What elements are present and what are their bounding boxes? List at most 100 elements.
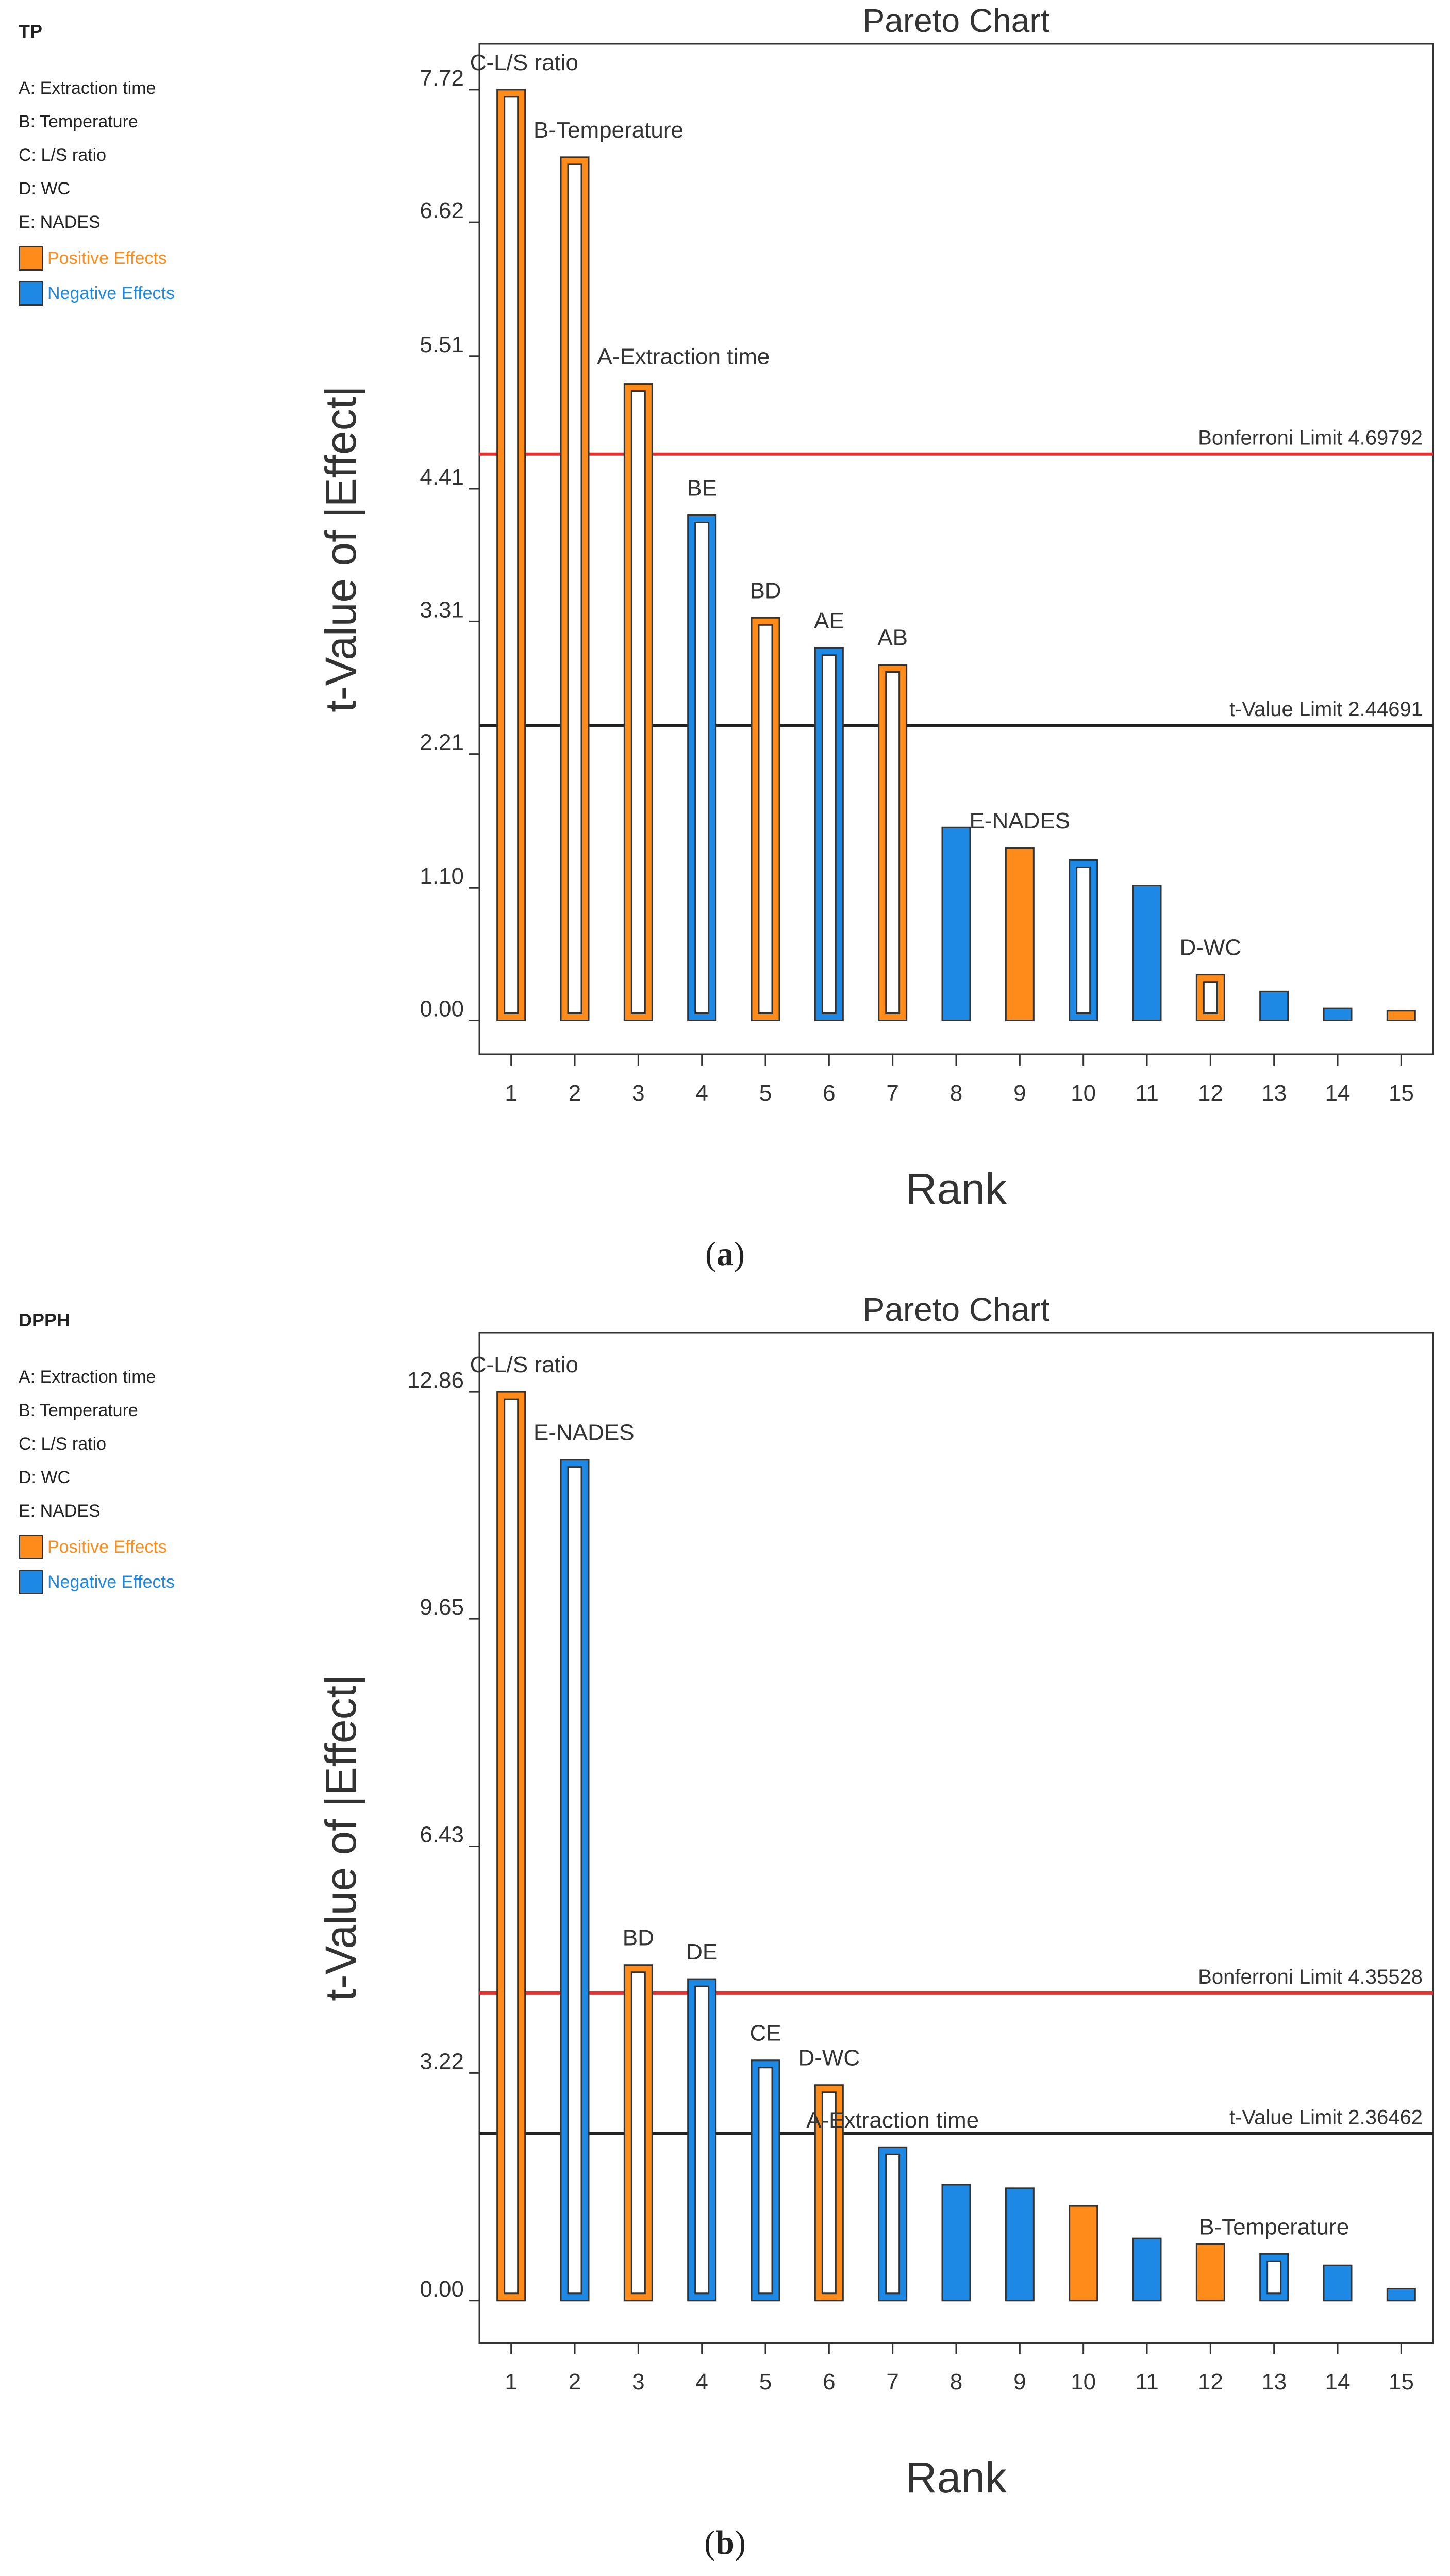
bar-hollow-core bbox=[630, 1971, 646, 2295]
bar-hollow-core bbox=[885, 671, 901, 1015]
x-tick-label: 2 bbox=[569, 1081, 581, 1106]
x-tick-label: 5 bbox=[759, 2369, 772, 2395]
bar-label: CE bbox=[749, 2021, 781, 2046]
y-tick-label: 12.86 bbox=[407, 1368, 464, 1393]
caption-letter: b bbox=[715, 2524, 735, 2562]
caption-close-paren: ) bbox=[734, 1235, 745, 1273]
bar-label: AB bbox=[877, 625, 908, 651]
legend-positive-label: Positive Effects bbox=[47, 248, 167, 268]
bar-hollow-core bbox=[694, 522, 710, 1015]
y-tick-label: 6.43 bbox=[420, 1822, 464, 1847]
legend-response-title: DPPH bbox=[19, 1309, 71, 1331]
negative-swatch-icon bbox=[19, 1570, 43, 1594]
bar-label: B-Temperature bbox=[534, 118, 684, 143]
x-tick-label: 10 bbox=[1071, 1081, 1096, 1106]
legend-factor-c: C: L/S ratio bbox=[19, 145, 107, 165]
bar-hollow-core bbox=[758, 2067, 773, 2295]
bar bbox=[1132, 2237, 1162, 2302]
y-tick-label: 3.22 bbox=[420, 2049, 464, 2074]
bar bbox=[1132, 885, 1162, 1022]
legend-positive-entry: Positive Effects bbox=[19, 1535, 328, 1559]
bar-label: E-NADES bbox=[534, 1420, 635, 1445]
y-tick-label: 0.00 bbox=[420, 2276, 464, 2302]
x-tick-label: 2 bbox=[569, 2369, 581, 2395]
bar-label: C-L/S ratio bbox=[470, 50, 578, 75]
pareto-panel-a: TP A: Extraction time B: Temperature C: … bbox=[19, 2, 1434, 1273]
bonferroni-limit-label: Bonferroni Limit 4.69792 bbox=[1198, 427, 1423, 450]
negative-swatch-icon bbox=[19, 281, 43, 306]
y-tick-label: 6.62 bbox=[420, 198, 464, 223]
t-value-limit-label: t-Value Limit 2.36462 bbox=[1229, 2106, 1423, 2129]
y-tick-label: 7.72 bbox=[420, 65, 464, 91]
bar-label: D-WC bbox=[1179, 935, 1241, 960]
x-tick-label: 13 bbox=[1261, 1081, 1287, 1106]
x-tick-label: 11 bbox=[1135, 2369, 1159, 2395]
legend-factor-d: D: WC bbox=[19, 1468, 71, 1487]
bar bbox=[1259, 990, 1289, 1022]
x-tick-label: 13 bbox=[1261, 2369, 1287, 2395]
caption-open-paren: ( bbox=[704, 2524, 716, 2562]
x-tick-label: 5 bbox=[759, 1081, 772, 1106]
x-tick-label: 4 bbox=[695, 2369, 708, 2395]
legend-factor-c: C: L/S ratio bbox=[19, 1434, 107, 1454]
x-tick-label: 14 bbox=[1325, 1081, 1351, 1106]
x-tick-label: 6 bbox=[823, 1081, 835, 1106]
caption-b: (b) bbox=[0, 2523, 1450, 2563]
bar-label: BD bbox=[749, 578, 781, 603]
x-tick-label: 7 bbox=[886, 1081, 898, 1106]
chart-title: Pareto Chart bbox=[863, 1291, 1050, 1328]
y-axis-label: t-Value of |Effect| bbox=[316, 386, 365, 712]
bar-hollow-core bbox=[504, 96, 519, 1015]
x-tick-label: 1 bbox=[505, 2369, 517, 2395]
legend-factor-b: B: Temperature bbox=[19, 1401, 138, 1420]
x-tick-label: 15 bbox=[1389, 2369, 1414, 2395]
legend-a: TP A: Extraction time B: Temperature C: … bbox=[19, 21, 328, 316]
y-tick-label: 0.00 bbox=[420, 996, 464, 1022]
bar-hollow-core bbox=[885, 2153, 901, 2295]
legend-response-title: TP bbox=[19, 21, 43, 42]
bar bbox=[1323, 1007, 1353, 1022]
legend-factor-e: E: NADES bbox=[19, 1501, 101, 1521]
x-tick-label: 12 bbox=[1198, 2369, 1223, 2395]
bar-label: DE bbox=[686, 1939, 718, 1965]
bar bbox=[1195, 2243, 1225, 2302]
bar-label: A-Extraction time bbox=[597, 344, 770, 370]
caption-letter: a bbox=[716, 1235, 734, 1273]
bar-hollow-core bbox=[758, 624, 773, 1015]
bar-label: BD bbox=[623, 1925, 654, 1951]
y-tick-label: 1.10 bbox=[420, 863, 464, 889]
x-tick-label: 6 bbox=[823, 2369, 835, 2395]
x-axis-label: Rank bbox=[906, 2453, 1007, 2502]
legend-factor-b: B: Temperature bbox=[19, 112, 138, 131]
legend-negative-label: Negative Effects bbox=[47, 1572, 175, 1592]
bar-label: A-Extraction time bbox=[806, 2107, 979, 2133]
legend-factor-d: D: WC bbox=[19, 179, 71, 198]
bar-label: C-L/S ratio bbox=[470, 1352, 578, 1377]
t-value-limit-label: t-Value Limit 2.44691 bbox=[1229, 698, 1423, 721]
x-tick-label: 4 bbox=[695, 1081, 708, 1106]
x-tick-label: 8 bbox=[950, 2369, 962, 2395]
bar-label: E-NADES bbox=[970, 808, 1071, 834]
y-tick-label: 2.21 bbox=[420, 730, 464, 755]
bar-hollow-core bbox=[694, 1985, 710, 2295]
y-tick-label: 5.51 bbox=[420, 332, 464, 357]
legend-factor-a: A: Extraction time bbox=[19, 1367, 156, 1387]
x-tick-label: 3 bbox=[632, 1081, 644, 1106]
x-tick-label: 14 bbox=[1325, 2369, 1351, 2395]
bar-hollow-core bbox=[1076, 866, 1091, 1015]
y-axis-label: t-Value of |Effect| bbox=[316, 1674, 365, 2001]
legend-negative-label: Negative Effects bbox=[47, 283, 175, 303]
x-tick-label: 10 bbox=[1071, 2369, 1096, 2395]
x-tick-label: 9 bbox=[1013, 1081, 1026, 1106]
positive-swatch-icon bbox=[19, 246, 43, 271]
bar-label: B-Temperature bbox=[1199, 2214, 1349, 2239]
legend-positive-entry: Positive Effects bbox=[19, 246, 328, 271]
legend-factor-e: E: NADES bbox=[19, 212, 101, 232]
legend-negative-entry: Negative Effects bbox=[19, 1570, 328, 1594]
x-tick-label: 1 bbox=[505, 1081, 517, 1106]
legend-positive-label: Positive Effects bbox=[47, 1537, 167, 1557]
legend-negative-entry: Negative Effects bbox=[19, 281, 328, 306]
pareto-panel-b: DPPH A: Extraction time B: Temperature C… bbox=[0, 1289, 1450, 2576]
legend-b: DPPH A: Extraction time B: Temperature C… bbox=[19, 1309, 328, 1605]
bar-hollow-core bbox=[821, 654, 837, 1015]
